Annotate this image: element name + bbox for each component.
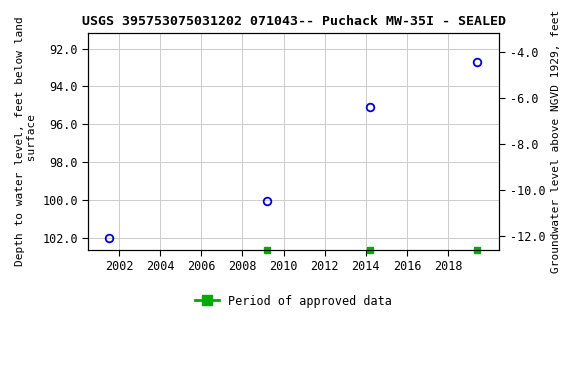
Y-axis label: Depth to water level, feet below land
 surface: Depth to water level, feet below land su… — [15, 17, 37, 266]
Y-axis label: Groundwater level above NGVD 1929, feet: Groundwater level above NGVD 1929, feet — [551, 10, 561, 273]
Title: USGS 395753075031202 071043-- Puchack MW-35I - SEALED: USGS 395753075031202 071043-- Puchack MW… — [82, 15, 506, 28]
Legend: Period of approved data: Period of approved data — [191, 290, 397, 313]
